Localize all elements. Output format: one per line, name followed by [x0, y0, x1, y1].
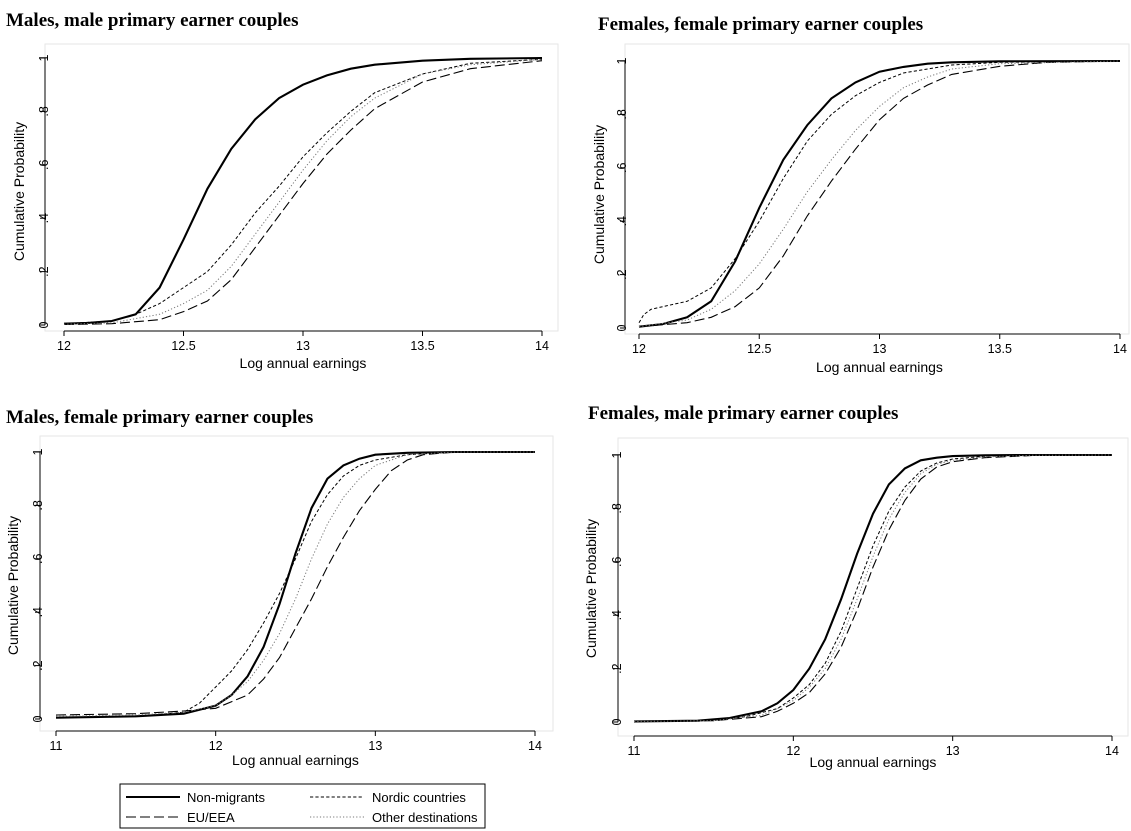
x-tick-label: 13.5	[410, 339, 434, 353]
y-tick-label: .2	[615, 269, 629, 279]
y-tick-label: 0	[37, 321, 51, 328]
x-tick-label: 13	[368, 739, 382, 753]
y-tick-label: .8	[615, 109, 629, 119]
legend-label-other: Other destinations	[372, 810, 478, 825]
series-line-non-migrants	[638, 59, 1121, 328]
chart-title: Females, female primary earner couples	[598, 14, 923, 35]
x-tick-label: 14	[528, 739, 542, 753]
x-tick-label: 14	[535, 339, 549, 353]
chart-title: Females, male primary earner couples	[588, 403, 898, 424]
panels: Males, male primary earner couples 0 .2 .4.…	[5, 10, 1130, 770]
x-tick-label: 14	[1105, 744, 1119, 758]
x-tick-label: 11	[628, 744, 641, 758]
y-tick-label: 0	[610, 718, 624, 725]
x-tick-label: 12	[57, 339, 71, 353]
x-axis-label: Log annual earnings	[810, 754, 937, 770]
x-tick-label: 13	[946, 744, 960, 758]
x-tick-label: 12	[786, 744, 800, 758]
x-tick-label: 14	[1113, 342, 1127, 356]
legend-label-non-migrants: Non-migrants	[187, 790, 266, 805]
x-tick-label: 13	[296, 339, 310, 353]
x-tick-label: 12	[632, 342, 646, 356]
chart-panel-1: Males, male primary earner couples 0 .2 .4.…	[6, 10, 559, 371]
series-line-nordic-countries	[63, 58, 543, 325]
series-line-nordic-countries	[55, 451, 535, 719]
x-axis-label: Log annual earnings	[232, 752, 359, 768]
y-tick-label: .6	[31, 554, 45, 564]
series-line-nordic-countries	[633, 454, 1112, 722]
x-axis-label: Log annual earnings	[816, 359, 943, 375]
y-tick-label: .8	[610, 503, 624, 513]
y-tick-label: .8	[37, 106, 51, 116]
x-tick-label: 11	[50, 739, 63, 753]
y-tick-label: .8	[31, 500, 45, 510]
chart-panel-2: Females, female primary earner couples 0.…	[591, 14, 1130, 375]
series-line-other-destinations	[55, 451, 535, 717]
series-line-other-destinations	[633, 454, 1113, 722]
y-axis-label: Cumulative Probability	[5, 516, 21, 655]
y-tick-label: 1	[31, 448, 45, 455]
y-tick-label: 1	[615, 57, 629, 64]
y-axis-label: Cumulative Probability	[591, 125, 607, 264]
x-tick-label: 12.5	[747, 342, 771, 356]
x-tick-label: 12	[209, 739, 223, 753]
x-tick-label: 13.5	[988, 342, 1012, 356]
legend-frame	[119, 783, 486, 829]
y-tick-label: 0	[31, 715, 45, 722]
legend-label-nordic: Nordic countries	[372, 790, 466, 805]
plot-area	[617, 437, 1129, 737]
legend: Non-migrants Nordic countries EU/EEA Oth…	[119, 783, 486, 829]
y-tick-label: .4	[610, 610, 624, 620]
y-tick-label: .2	[31, 660, 45, 670]
chart-title: Males, male primary earner couples	[6, 10, 299, 31]
plot-area	[624, 43, 1130, 335]
x-tick-label: 13	[873, 342, 887, 356]
chart-panel-4: Females, male primary earner couples 0 .2.…	[583, 403, 1129, 770]
y-tick-label: .2	[37, 266, 51, 276]
x-axis-label: Log annual earnings	[240, 355, 367, 371]
y-axis-label: Cumulative Probability	[583, 519, 599, 658]
chart-title: Males, female primary earner couples	[6, 407, 313, 428]
x-tick-label: 12.5	[171, 339, 195, 353]
y-axis-label: Cumulative Probability	[11, 122, 27, 261]
series-line-nordic-countries	[638, 60, 1121, 323]
y-tick-label: .2	[610, 663, 624, 673]
series-line-eu-eea	[633, 454, 1113, 723]
y-tick-label: .4	[615, 216, 629, 226]
series-line-non-migrants	[633, 453, 1112, 723]
series-line-eu-eea	[638, 60, 1121, 328]
plot-area	[39, 435, 554, 732]
y-tick-label: 0	[615, 324, 629, 331]
y-tick-label: .4	[31, 607, 45, 617]
series-line-eu-eea	[55, 451, 535, 716]
chart-panel-3: Males, female primary earner couples 0 .2.…	[5, 407, 554, 768]
y-tick-label: 1	[37, 54, 51, 61]
y-tick-label: .6	[615, 163, 629, 173]
y-tick-label: .6	[37, 160, 51, 170]
plot-area	[44, 43, 559, 332]
series-line-non-migrants	[63, 56, 543, 325]
y-tick-label: 1	[610, 451, 624, 458]
series-line-other-destinations	[638, 60, 1121, 328]
series-line-eu-eea	[63, 60, 543, 326]
legend-label-eu-eea: EU/EEA	[187, 810, 235, 825]
y-tick-label: .4	[37, 213, 51, 223]
y-tick-label: .6	[610, 557, 624, 567]
